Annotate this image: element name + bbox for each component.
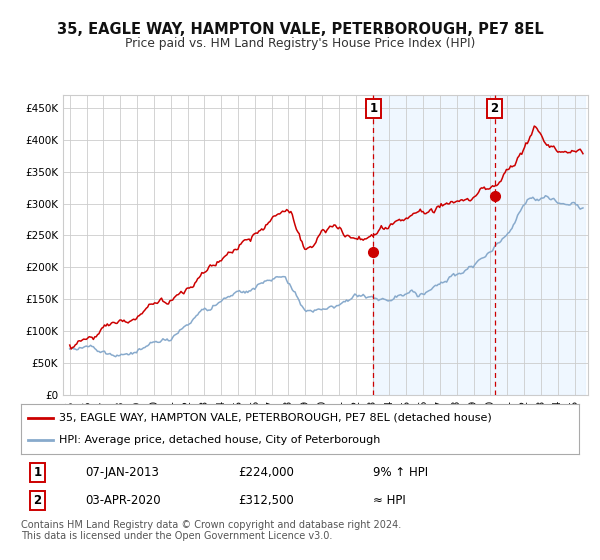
Text: 9% ↑ HPI: 9% ↑ HPI <box>373 466 428 479</box>
Text: 03-APR-2020: 03-APR-2020 <box>85 494 161 507</box>
Text: Price paid vs. HM Land Registry's House Price Index (HPI): Price paid vs. HM Land Registry's House … <box>125 37 475 50</box>
Text: 35, EAGLE WAY, HAMPTON VALE, PETERBOROUGH, PE7 8EL: 35, EAGLE WAY, HAMPTON VALE, PETERBOROUG… <box>56 22 544 38</box>
Text: £312,500: £312,500 <box>239 494 295 507</box>
Text: 1: 1 <box>369 102 377 115</box>
Text: 35, EAGLE WAY, HAMPTON VALE, PETERBOROUGH, PE7 8EL (detached house): 35, EAGLE WAY, HAMPTON VALE, PETERBOROUG… <box>59 413 491 423</box>
Text: £224,000: £224,000 <box>239 466 295 479</box>
Text: 07-JAN-2013: 07-JAN-2013 <box>85 466 159 479</box>
Text: 2: 2 <box>491 102 499 115</box>
Bar <box>373 95 584 395</box>
Text: HPI: Average price, detached house, City of Peterborough: HPI: Average price, detached house, City… <box>59 435 380 445</box>
Text: ≈ HPI: ≈ HPI <box>373 494 405 507</box>
Text: 1: 1 <box>33 466 41 479</box>
Text: 2: 2 <box>33 494 41 507</box>
Text: Contains HM Land Registry data © Crown copyright and database right 2024.
This d: Contains HM Land Registry data © Crown c… <box>21 520 401 542</box>
